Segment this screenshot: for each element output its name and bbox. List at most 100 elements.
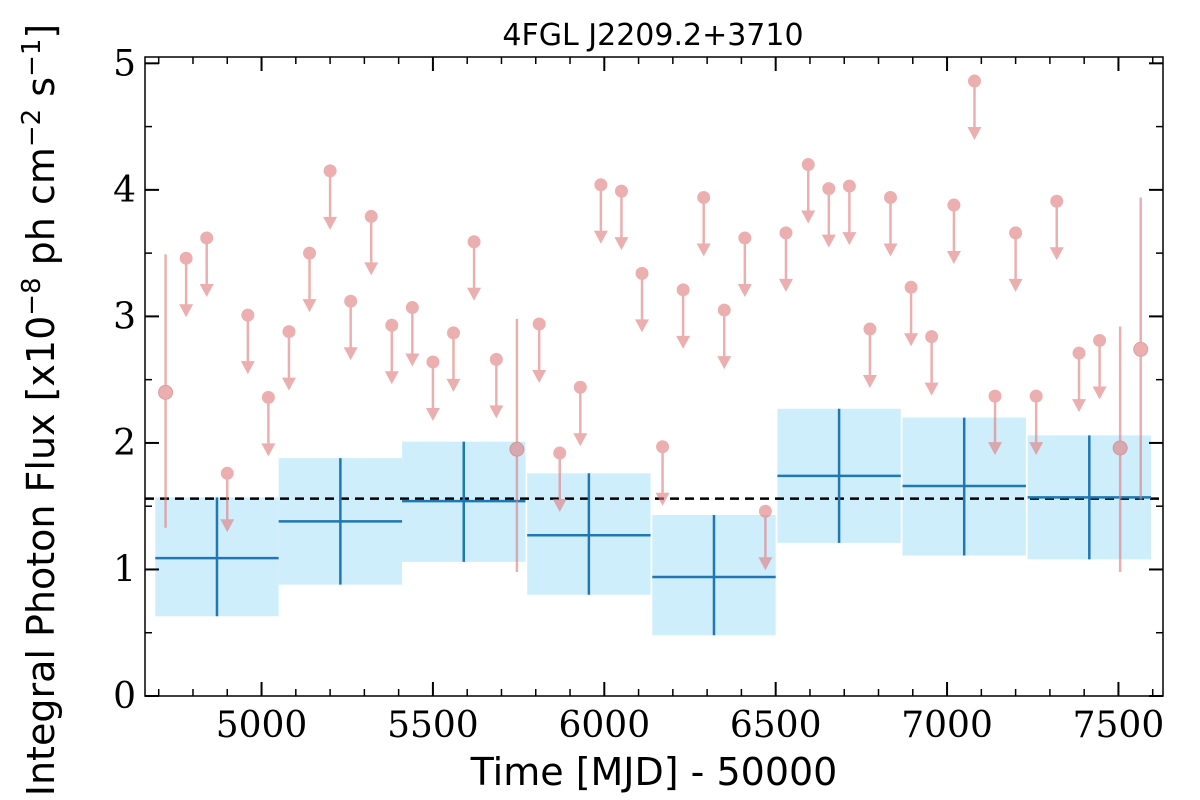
upper-limit-35	[904, 280, 919, 347]
upper-limit-arrowhead	[737, 283, 752, 297]
upper-limit-arrowhead	[364, 262, 379, 276]
upper-limit-marker	[1093, 333, 1107, 347]
upper-limit-arrowhead	[842, 232, 857, 246]
upper-limit-20	[593, 178, 608, 244]
upper-limit-14	[446, 326, 461, 392]
upper-limit-marker	[1072, 346, 1086, 360]
x-tick-labels: 5000 5500 6000 6500 7000 7500	[216, 705, 1165, 746]
detection-marker	[1112, 440, 1128, 456]
y-axis-label-mid: ph cm	[19, 147, 63, 277]
upper-limit-44	[1092, 333, 1107, 400]
upper-limit-marker	[1029, 389, 1043, 403]
upper-limit-marker	[303, 246, 317, 260]
upper-limit-marker	[200, 231, 214, 245]
upper-limit-marker	[863, 322, 877, 336]
y-tick-label: 2	[113, 423, 136, 464]
upper-limit-arrowhead	[758, 557, 773, 571]
y-axis-label-s: s	[19, 77, 63, 109]
upper-limit-arrowhead	[1008, 278, 1023, 292]
upper-limit-arrowhead	[717, 356, 732, 370]
binned-flux-points	[155, 408, 1152, 636]
upper-limit-marker	[344, 294, 358, 308]
upper-limit-11	[384, 318, 399, 385]
upper-limit-26	[717, 303, 732, 370]
chart-title: 4FGL J2209.2+3710	[502, 18, 803, 53]
upper-limit-33	[862, 322, 877, 389]
upper-limit-marker	[697, 190, 711, 204]
upper-limit-2	[199, 231, 214, 297]
upper-limit-39	[988, 389, 1003, 456]
upper-limit-marker	[323, 164, 337, 178]
upper-limit-arrowhead	[199, 283, 214, 297]
upper-limit-marker	[779, 226, 793, 240]
y-tick-label: 5	[113, 43, 136, 84]
upper-limit-arrowhead	[593, 230, 608, 244]
upper-limit-12	[405, 301, 420, 367]
upper-limit-marker	[988, 389, 1002, 403]
upper-limit-marker	[241, 308, 255, 322]
upper-limit-18	[552, 446, 567, 513]
upper-limit-marker	[925, 330, 939, 344]
x-tick-label: 7500	[1073, 705, 1165, 746]
upper-limit-4	[240, 308, 255, 375]
upper-limit-marker	[489, 352, 503, 366]
upper-limit-marker	[261, 390, 275, 404]
upper-limit-16	[489, 352, 504, 419]
x-tick-label: 6500	[730, 705, 822, 746]
upper-limit-17	[532, 317, 547, 383]
upper-limit-arrowhead	[1049, 247, 1064, 261]
upper-limit-15	[467, 235, 482, 301]
y-axis-label-exp1: −8	[17, 277, 47, 315]
detection-2	[509, 318, 525, 572]
upper-limit-marker	[801, 158, 815, 172]
upper-limit-36	[924, 330, 939, 396]
upper-limit-28	[758, 504, 773, 571]
upper-limit-marker	[1050, 194, 1064, 208]
upper-limit-marker	[220, 466, 234, 480]
upper-limit-5	[261, 390, 276, 457]
upper-limit-38	[967, 74, 982, 141]
upper-limit-7	[302, 246, 317, 313]
x-tick-label: 6000	[558, 705, 650, 746]
upper-limit-21	[614, 184, 629, 251]
upper-limit-arrowhead	[552, 499, 567, 513]
upper-limit-23	[655, 440, 670, 506]
upper-limit-marker	[446, 326, 460, 340]
upper-limit-arrowhead	[446, 378, 461, 392]
monthly-upper-limits	[179, 74, 1107, 571]
axis-ticks	[145, 57, 1163, 697]
upper-limit-arrowhead	[988, 442, 1003, 456]
upper-limit-marker	[717, 303, 731, 317]
detection-4	[1133, 197, 1149, 500]
upper-limit-13	[425, 355, 440, 421]
upper-limit-arrowhead	[883, 243, 898, 257]
upper-limit-marker	[822, 182, 836, 196]
upper-limit-arrowhead	[614, 237, 629, 251]
upper-limit-marker	[594, 178, 608, 192]
upper-limit-34	[883, 190, 898, 257]
upper-limit-marker	[738, 231, 752, 245]
upper-limit-arrowhead	[801, 210, 816, 224]
upper-limit-9	[343, 294, 358, 361]
upper-limit-arrowhead	[405, 353, 420, 367]
upper-limit-31	[821, 182, 836, 248]
monthly-detections	[158, 197, 1149, 572]
y-axis-label: Integral Photon Flux [x10−8 ph cm−2 s−1]	[17, 24, 63, 797]
upper-limit-marker	[426, 355, 440, 369]
upper-limit-arrowhead	[821, 234, 836, 248]
upper-limit-43	[1072, 346, 1087, 413]
plot-frame	[144, 56, 1164, 697]
upper-limit-arrowhead	[946, 251, 961, 265]
upper-limit-marker	[405, 301, 419, 315]
upper-limit-arrowhead	[220, 519, 235, 533]
upper-limit-marker	[656, 440, 670, 454]
upper-limit-25	[696, 190, 711, 257]
upper-limit-6	[281, 325, 296, 391]
detection-3	[1112, 326, 1128, 572]
y-tick-label: 1	[113, 549, 136, 590]
upper-limit-marker	[842, 179, 856, 193]
upper-limit-marker	[179, 251, 193, 265]
upper-limit-marker	[967, 74, 981, 88]
upper-limit-marker	[904, 280, 918, 294]
